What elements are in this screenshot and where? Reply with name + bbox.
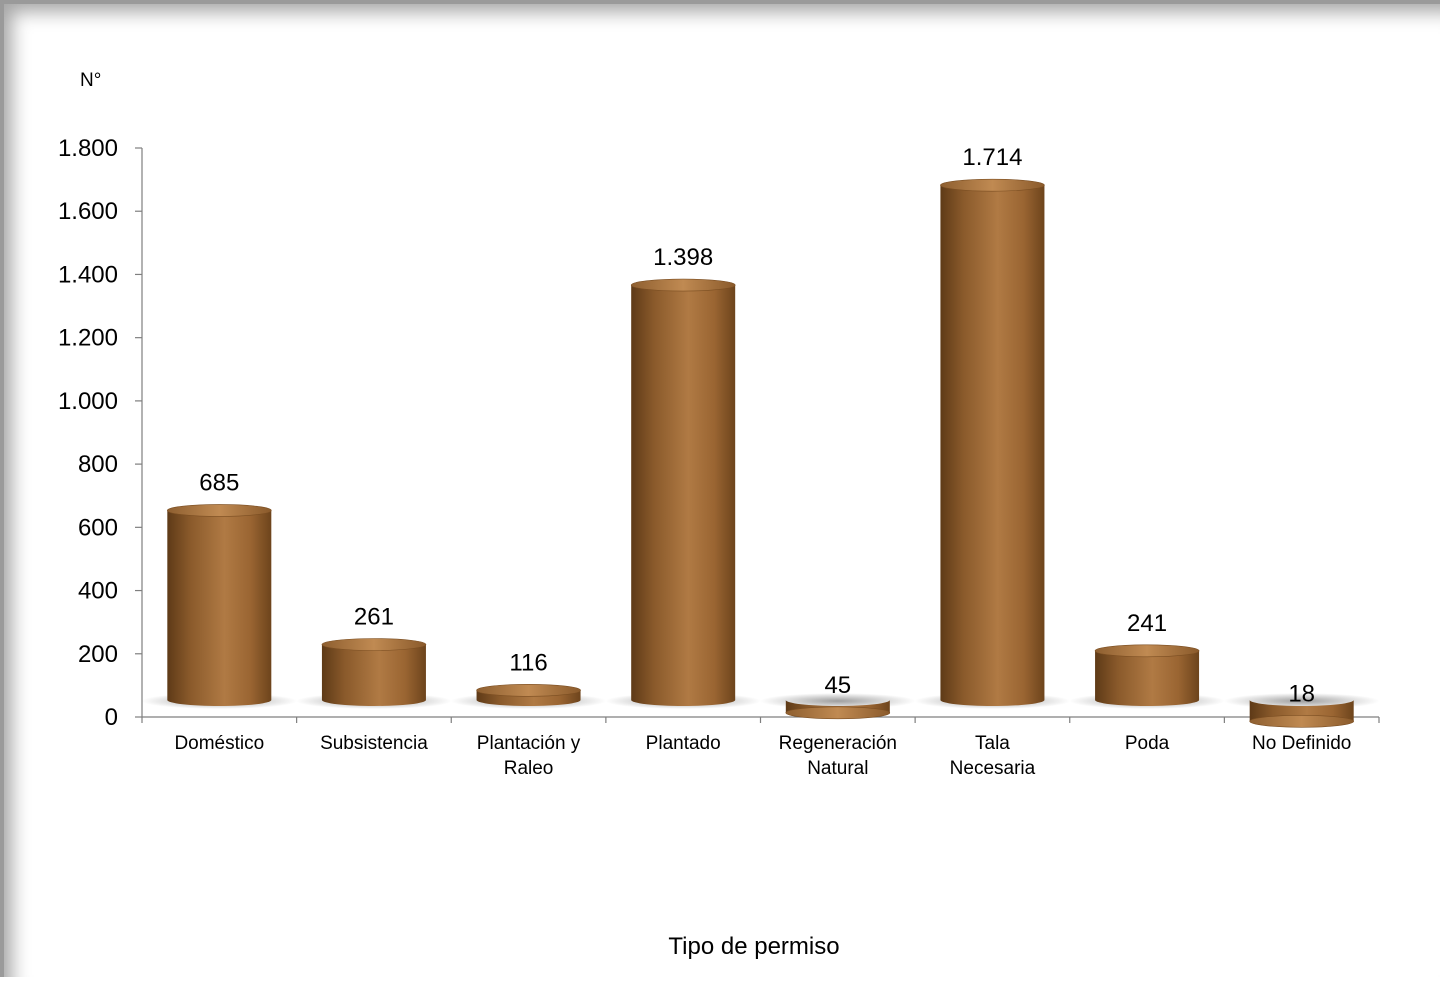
- bar: [141, 504, 298, 709]
- bar-value-label: 45: [824, 672, 851, 699]
- category-labels-group: Doméstico Subsistencia Plantación y Raleo Pl…: [174, 733, 1351, 779]
- y-axis: 0 200 400 600 800 1.000 1.200 1.400 1.600 1.800: [58, 135, 143, 731]
- y-tick-label: 1.000: [58, 388, 118, 415]
- bar-value-label: 18: [1288, 680, 1315, 707]
- y-tick-label: 1.400: [58, 261, 118, 288]
- bar-value-label: 685: [199, 469, 239, 496]
- x-tick-label: Doméstico: [174, 733, 264, 754]
- x-tick-label: Necesaria: [950, 758, 1036, 779]
- bars-group: [141, 178, 1380, 728]
- bar-value-label: 241: [1127, 610, 1167, 637]
- y-tick-label: 400: [78, 578, 118, 605]
- y-tick-label: 1.800: [58, 135, 118, 162]
- bar: [605, 278, 762, 709]
- y-tick-label: 0: [105, 704, 118, 731]
- x-tick-label: Natural: [807, 758, 868, 779]
- bar-value-label: 261: [354, 603, 394, 630]
- bar: [759, 693, 916, 720]
- bar-value-label: 116: [509, 649, 547, 676]
- y-tick-label: 200: [78, 641, 118, 668]
- y-tick-label: 1.600: [58, 198, 118, 225]
- x-tick-label: Poda: [1125, 733, 1170, 754]
- y-tick-label: 800: [78, 451, 118, 478]
- bar: [914, 178, 1071, 709]
- x-tick-label: Subsistencia: [320, 733, 428, 754]
- bar-value-label: 1.398: [653, 244, 713, 271]
- bar: [1223, 693, 1380, 728]
- bar: [1069, 644, 1226, 709]
- y-axis-label: N°: [80, 70, 101, 91]
- x-tick-label: Tala: [975, 733, 1010, 754]
- y-tick-label: 1.200: [58, 325, 118, 352]
- y-tick-label: 600: [78, 514, 118, 541]
- bar: [450, 684, 607, 709]
- bar: [295, 638, 452, 709]
- x-tick-label: Plantado: [646, 733, 721, 754]
- bar-chart: N° 0 200 400 600 800 1.000 1.200 1.400 1.600 1.80…: [58, 70, 1380, 960]
- x-tick-label: No Definido: [1252, 733, 1351, 754]
- x-tick-label: Regeneración: [779, 733, 897, 754]
- x-axis-label: Tipo de permiso: [668, 933, 839, 960]
- x-tick-label: Plantación y: [477, 733, 581, 754]
- x-tick-label: Raleo: [504, 758, 554, 779]
- x-axis: [141, 716, 1380, 723]
- bar-value-label: 1.714: [962, 144, 1022, 171]
- value-labels-group: 685 261 116 1.398 45 1.714 241 18: [199, 144, 1315, 707]
